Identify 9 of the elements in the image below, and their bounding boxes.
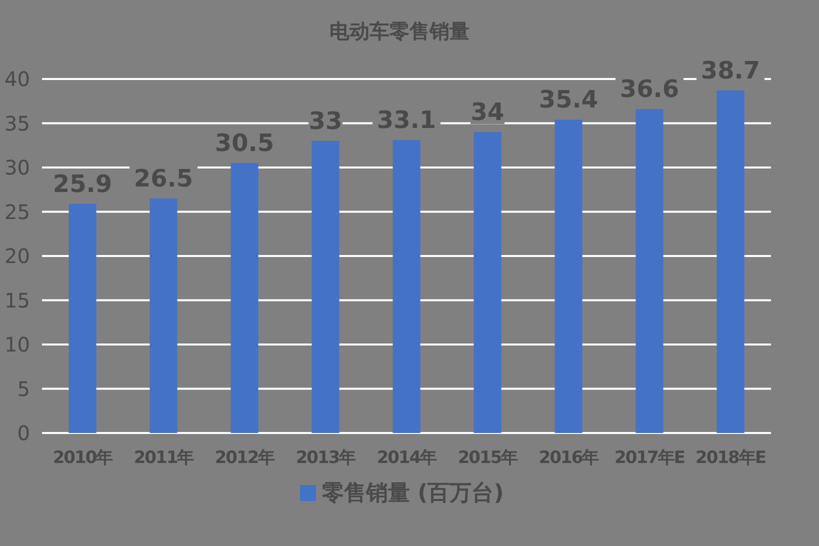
bar <box>68 204 96 433</box>
bar <box>392 140 420 433</box>
bar <box>312 140 340 433</box>
bar <box>230 163 258 433</box>
bar <box>474 132 502 433</box>
bar <box>636 109 664 433</box>
bar <box>150 198 178 433</box>
bar <box>716 90 744 433</box>
bar <box>554 120 582 433</box>
